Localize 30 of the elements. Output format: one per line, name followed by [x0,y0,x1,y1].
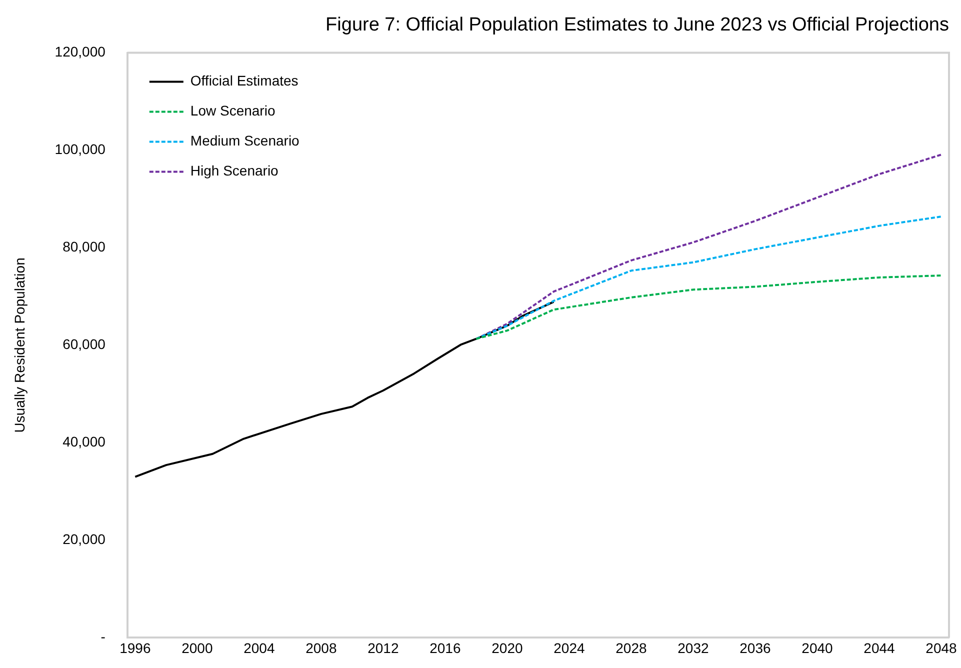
y-axis-title: Usually Resident Population [11,258,28,433]
x-tick-label: 2044 [864,640,896,656]
x-tick-label: 2004 [244,640,275,656]
x-tick-label: 2000 [182,640,213,656]
line-series [475,154,942,340]
line-series [475,216,942,340]
x-tick-label: 2032 [678,640,709,656]
x-tick-label: 1996 [120,640,151,656]
x-tick-label: 2016 [430,640,461,656]
legend-label: Official Estimates [190,72,298,89]
x-tick-label: 2040 [802,640,834,656]
y-tick-label: 100,000 [54,141,106,158]
y-tick-label: 80,000 [62,238,106,255]
y-tick-label: 20,000 [62,530,106,547]
x-tick-label: 2048 [926,640,958,656]
chart-title: Figure 7: Official Population Estimates to June 2023 vs Official Projections [326,14,949,36]
x-tick-label: 2020 [492,640,523,656]
legend-label: Medium Scenario [190,132,300,149]
x-tick-label: 2024 [554,640,585,656]
x-tick-label: 2008 [306,640,337,656]
y-tick-label: - [100,628,106,644]
y-tick-label: 40,000 [62,434,106,450]
legend-label: Low Scenario [190,102,276,119]
legend-label: High Scenario [190,162,279,179]
x-tick-label: 2036 [740,640,772,656]
y-tick-label: 120,000 [54,44,106,60]
x-tick-label: 2028 [616,640,647,656]
line-series [475,274,942,340]
y-tick-label: 60,000 [62,336,106,352]
x-tick-label: 2012 [368,640,399,656]
